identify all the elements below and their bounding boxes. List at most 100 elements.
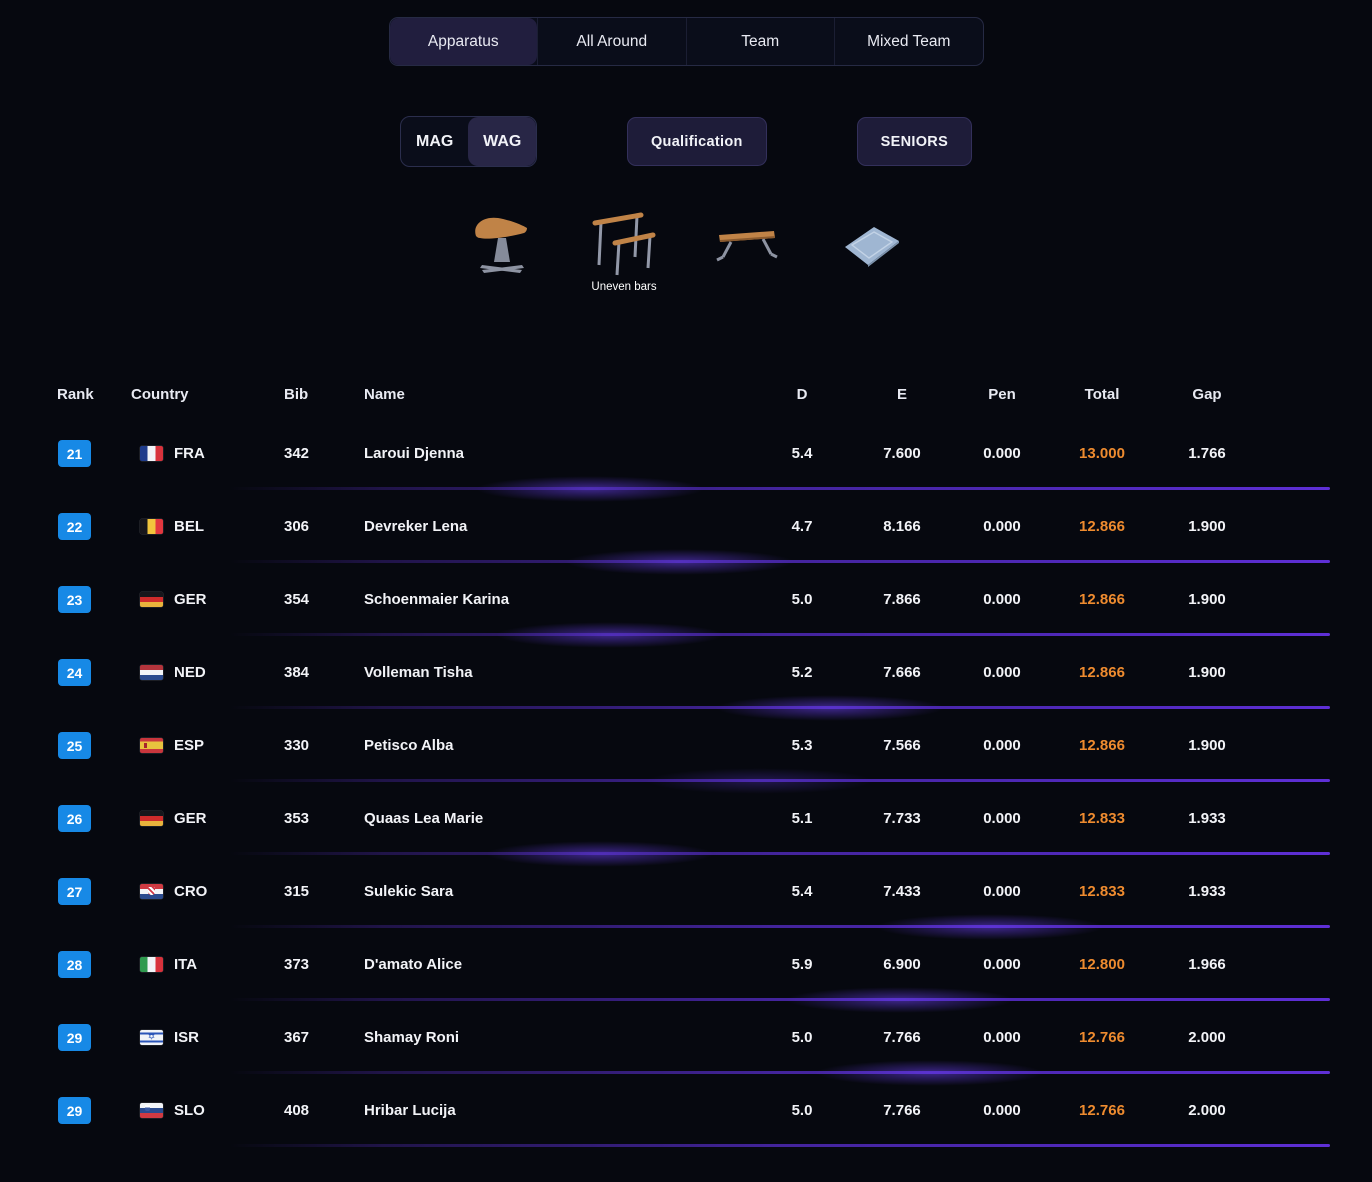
score-total: 12.866 bbox=[1079, 518, 1125, 535]
apparatus-selector: Uneven bars bbox=[0, 205, 1372, 293]
country-flag bbox=[140, 1103, 163, 1118]
score-e: 7.766 bbox=[883, 1029, 921, 1046]
table-row: 24 NED 384 Volleman Tisha 5.2 7.666 0.00… bbox=[57, 636, 1330, 721]
country-cell: ISR bbox=[131, 1029, 284, 1046]
country-flag bbox=[140, 665, 163, 680]
score-e: 7.866 bbox=[883, 591, 921, 608]
score-e: 7.600 bbox=[883, 445, 921, 462]
score-e: 7.666 bbox=[883, 664, 921, 681]
table-row: 28 ITA 373 D'amato Alice 5.9 6.900 0.000… bbox=[57, 928, 1330, 1013]
table-header: Rank Country Bib Name D E Pen Total Gap bbox=[57, 371, 1330, 417]
bib-number: 384 bbox=[284, 664, 310, 681]
uneven-bars-icon bbox=[589, 205, 659, 277]
tab-team[interactable]: Team bbox=[685, 18, 835, 65]
country-cell: NED bbox=[131, 664, 284, 681]
country-flag bbox=[140, 957, 163, 972]
country-flag bbox=[140, 811, 163, 826]
rank-badge: 21 bbox=[58, 440, 91, 467]
score-d: 5.9 bbox=[791, 956, 813, 973]
rank-cell: 28 bbox=[57, 951, 131, 978]
col-e: E bbox=[896, 385, 907, 403]
floor-icon bbox=[843, 205, 901, 277]
rank-badge: 22 bbox=[58, 513, 91, 540]
score-gap: 2.000 bbox=[1188, 1102, 1226, 1119]
country-flag bbox=[140, 446, 163, 461]
score-gap: 2.000 bbox=[1188, 1029, 1226, 1046]
toggle-mag[interactable]: MAG bbox=[416, 132, 454, 150]
country-cell: FRA bbox=[131, 445, 284, 462]
score-gap: 1.900 bbox=[1188, 591, 1226, 608]
rank-badge: 28 bbox=[58, 951, 91, 978]
score-d: 5.0 bbox=[791, 1102, 813, 1119]
score-gap: 1.933 bbox=[1188, 883, 1226, 900]
country-code: GER bbox=[174, 591, 207, 608]
score-pen: 0.000 bbox=[983, 883, 1021, 900]
rank-cell: 27 bbox=[57, 878, 131, 905]
rank-badge: 23 bbox=[58, 586, 91, 613]
table-row: 23 GER 354 Schoenmaier Karina 5.0 7.866 … bbox=[57, 563, 1330, 648]
col-gap: Gap bbox=[1192, 385, 1222, 403]
col-bib: Bib bbox=[284, 385, 309, 403]
country-code: ISR bbox=[174, 1029, 200, 1046]
rank-badge: 24 bbox=[58, 659, 91, 686]
rank-cell: 29 bbox=[57, 1024, 131, 1051]
bib-number: 373 bbox=[284, 956, 310, 973]
bib-number: 342 bbox=[284, 445, 310, 462]
col-total: Total bbox=[1084, 385, 1120, 403]
score-pen: 0.000 bbox=[983, 810, 1021, 827]
tab-mixed-team[interactable]: Mixed Team bbox=[834, 18, 983, 65]
rank-cell: 21 bbox=[57, 440, 131, 467]
score-total: 12.766 bbox=[1079, 1102, 1125, 1119]
score-pen: 0.000 bbox=[983, 956, 1021, 973]
rank-cell: 23 bbox=[57, 586, 131, 613]
country-code: NED bbox=[174, 664, 206, 681]
apparatus-balance-beam[interactable] bbox=[713, 205, 783, 281]
table-row: 21 FRA 342 Laroui Djenna 5.4 7.600 0.000… bbox=[57, 417, 1330, 502]
rank-cell: 29 bbox=[57, 1097, 131, 1124]
score-total: 12.800 bbox=[1079, 956, 1125, 973]
tab-all-around[interactable]: All Around bbox=[537, 18, 686, 65]
athlete-name: Laroui Djenna bbox=[364, 445, 465, 462]
country-code: CRO bbox=[174, 883, 208, 900]
tab-apparatus[interactable]: Apparatus bbox=[389, 18, 537, 65]
score-d: 5.2 bbox=[791, 664, 813, 681]
country-code: SLO bbox=[174, 1102, 205, 1119]
col-name: Name bbox=[364, 385, 405, 403]
score-total: 12.866 bbox=[1079, 737, 1125, 754]
qualification-button[interactable]: Qualification bbox=[626, 117, 767, 166]
score-gap: 1.900 bbox=[1188, 737, 1226, 754]
seniors-button[interactable]: SENIORS bbox=[856, 117, 973, 166]
bib-number: 315 bbox=[284, 883, 310, 900]
rank-badge: 29 bbox=[58, 1097, 91, 1124]
score-e: 7.433 bbox=[883, 883, 921, 900]
score-total: 12.833 bbox=[1079, 810, 1125, 827]
country-cell: SLO bbox=[131, 1102, 284, 1119]
athlete-name: Hribar Lucija bbox=[364, 1102, 456, 1119]
table-row: 27 CRO 315 Sulekic Sara 5.4 7.433 0.000 … bbox=[57, 855, 1330, 940]
athlete-name: Shamay Roni bbox=[364, 1029, 460, 1046]
country-code: ESP bbox=[174, 737, 205, 754]
score-d: 5.0 bbox=[791, 591, 813, 608]
bib-number: 354 bbox=[284, 591, 310, 608]
score-e: 7.566 bbox=[883, 737, 921, 754]
score-gap: 1.766 bbox=[1188, 445, 1226, 462]
apparatus-uneven-bars[interactable]: Uneven bars bbox=[589, 205, 659, 293]
athlete-name: Petisco Alba bbox=[364, 737, 454, 754]
table-row: 29 ISR 367 Shamay Roni 5.0 7.766 0.000 1… bbox=[57, 1001, 1330, 1086]
country-flag bbox=[140, 884, 163, 899]
score-pen: 0.000 bbox=[983, 1102, 1021, 1119]
rank-cell: 22 bbox=[57, 513, 131, 540]
rank-badge: 29 bbox=[58, 1024, 91, 1051]
rank-cell: 25 bbox=[57, 732, 131, 759]
score-gap: 1.900 bbox=[1188, 664, 1226, 681]
toggle-wag[interactable]: WAG bbox=[468, 117, 536, 166]
col-d: D bbox=[796, 385, 808, 403]
apparatus-floor[interactable] bbox=[837, 205, 907, 281]
athlete-name: Volleman Tisha bbox=[364, 664, 473, 681]
score-pen: 0.000 bbox=[983, 664, 1021, 681]
apparatus-label: Uneven bars bbox=[591, 281, 657, 293]
score-e: 7.733 bbox=[883, 810, 921, 827]
apparatus-vault[interactable] bbox=[465, 205, 535, 281]
results-table: Rank Country Bib Name D E Pen Total Gap … bbox=[57, 371, 1330, 1147]
table-body: 21 FRA 342 Laroui Djenna 5.4 7.600 0.000… bbox=[57, 417, 1330, 1147]
